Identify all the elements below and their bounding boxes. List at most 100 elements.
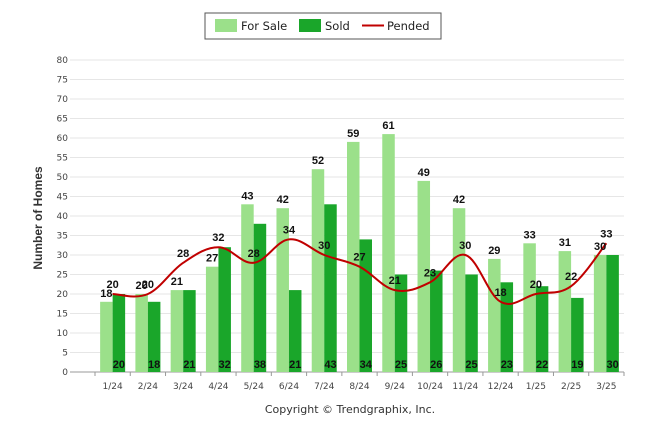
y-tick-label: 25 — [57, 271, 68, 281]
y-axis-title: Number of Homes — [31, 166, 45, 270]
x-tick-label: 2/25 — [561, 382, 581, 392]
bar-sold — [606, 255, 619, 372]
legend-label-for-sale: For Sale — [241, 19, 287, 33]
bar-sold — [112, 294, 126, 372]
bar-sold — [571, 297, 584, 372]
x-axis-ticks: 1/24 2/24 3/24 4/24 5/24 6/24 7/24 8/24 9/24 10/2… — [94, 372, 625, 392]
data-labels: 1820201821212732433842215243593461254926… — [100, 120, 618, 371]
x-tick-label: 3/25 — [596, 382, 616, 392]
bar-for-sale — [488, 258, 501, 372]
legend: For Sale Sold Pended — [204, 12, 442, 40]
bar-for-sale — [382, 134, 395, 372]
data-label-sold: 20 — [113, 359, 125, 371]
bar-sold — [183, 290, 196, 372]
bar-sold — [465, 274, 478, 372]
data-label-sold: 30 — [606, 359, 618, 371]
y-tick-label: 55 — [57, 154, 68, 164]
data-label-for-sale: 52 — [312, 155, 324, 167]
data-label-for-sale: 61 — [382, 120, 394, 132]
y-tick-label: 70 — [57, 95, 69, 105]
legend-label-pended: Pended — [387, 19, 430, 33]
data-label-pended: 34 — [283, 224, 296, 236]
legend-label-sold: Sold — [325, 19, 350, 33]
x-tick-label: 2/24 — [138, 382, 158, 392]
data-label-for-sale: 42 — [453, 194, 465, 206]
data-label-sold: 23 — [501, 359, 513, 371]
y-axis-ticks: 0 5 10 15 20 25 30 35 40 45 50 55 60 65 70 75 80 — [57, 56, 69, 378]
bar-for-sale — [241, 204, 254, 372]
bar-sold — [147, 301, 161, 372]
y-tick-label: 65 — [57, 115, 68, 125]
data-label-sold: 38 — [254, 359, 266, 371]
data-label-sold: 21 — [183, 359, 195, 371]
y-tick-label: 5 — [62, 349, 68, 359]
y-tick-label: 0 — [62, 368, 68, 378]
data-label-for-sale: 49 — [418, 167, 430, 179]
data-label-pended: 20 — [142, 279, 154, 291]
bar-sold — [218, 247, 231, 372]
data-label-pended: 18 — [494, 287, 506, 299]
data-label-sold: 19 — [571, 359, 583, 371]
y-tick-label: 60 — [57, 134, 69, 144]
legend-swatch-sold — [299, 19, 321, 32]
bar-for-sale — [311, 169, 325, 372]
pended-line-series — [112, 238, 608, 305]
bar-sold — [394, 274, 408, 372]
data-label-sold: 32 — [219, 359, 231, 371]
bar-for-sale — [452, 208, 466, 372]
y-tick-label: 50 — [57, 173, 69, 183]
bar-sold — [430, 270, 443, 372]
data-label-for-sale: 20 — [136, 280, 148, 292]
bar-for-sale — [100, 301, 113, 372]
data-label-pended: 27 — [353, 252, 365, 264]
data-label-pended: 20 — [107, 279, 119, 291]
bar-sold — [535, 286, 549, 372]
bar-sold — [253, 223, 267, 372]
x-tick-label: 11/24 — [452, 382, 478, 392]
y-tick-label: 20 — [57, 290, 69, 300]
data-label-for-sale: 30 — [594, 241, 606, 253]
data-label-pended: 32 — [212, 232, 224, 244]
data-label-for-sale: 42 — [277, 194, 289, 206]
x-tick-label: 8/24 — [349, 382, 369, 392]
data-label-for-sale: 31 — [559, 237, 571, 249]
bar-for-sale — [417, 180, 431, 372]
x-tick-label: 4/24 — [208, 382, 228, 392]
bar-for-sale — [347, 141, 360, 372]
bars — [100, 134, 619, 372]
data-label-pended: 33 — [600, 228, 612, 240]
x-tick-label: 12/24 — [488, 382, 514, 392]
x-tick-label: 3/24 — [173, 382, 193, 392]
x-tick-label: 6/24 — [279, 382, 299, 392]
bar-for-sale — [558, 251, 572, 372]
data-label-pended: 22 — [565, 271, 577, 283]
bar-sold — [288, 290, 302, 372]
data-label-sold: 21 — [289, 359, 301, 371]
legend-swatch-for-sale — [215, 19, 237, 32]
y-tick-label: 40 — [57, 212, 69, 222]
data-label-pended: 30 — [459, 240, 471, 252]
data-label-sold: 18 — [148, 359, 160, 371]
y-tick-label: 35 — [57, 232, 68, 242]
x-tick-label: 1/25 — [526, 382, 546, 392]
y-tick-label: 75 — [57, 76, 68, 86]
data-label-sold: 43 — [324, 359, 336, 371]
y-tick-label: 30 — [57, 251, 69, 261]
data-label-for-sale: 21 — [171, 276, 183, 288]
data-label-sold: 22 — [536, 359, 548, 371]
copyright-text: Copyright © Trendgraphix, Inc. — [265, 403, 435, 416]
data-label-for-sale: 59 — [347, 128, 359, 140]
x-tick-label: 5/24 — [244, 382, 264, 392]
data-label-pended: 23 — [424, 267, 436, 279]
data-label-sold: 34 — [360, 359, 373, 371]
bar-for-sale — [205, 266, 219, 372]
data-label-sold: 25 — [395, 359, 407, 371]
data-label-for-sale: 43 — [241, 190, 253, 202]
data-label-sold: 25 — [465, 359, 477, 371]
bar-sold — [324, 204, 337, 372]
y-tick-label: 15 — [57, 310, 68, 320]
data-label-for-sale: 27 — [206, 253, 218, 265]
x-tick-label: 7/24 — [314, 382, 334, 392]
bar-for-sale — [523, 243, 536, 372]
